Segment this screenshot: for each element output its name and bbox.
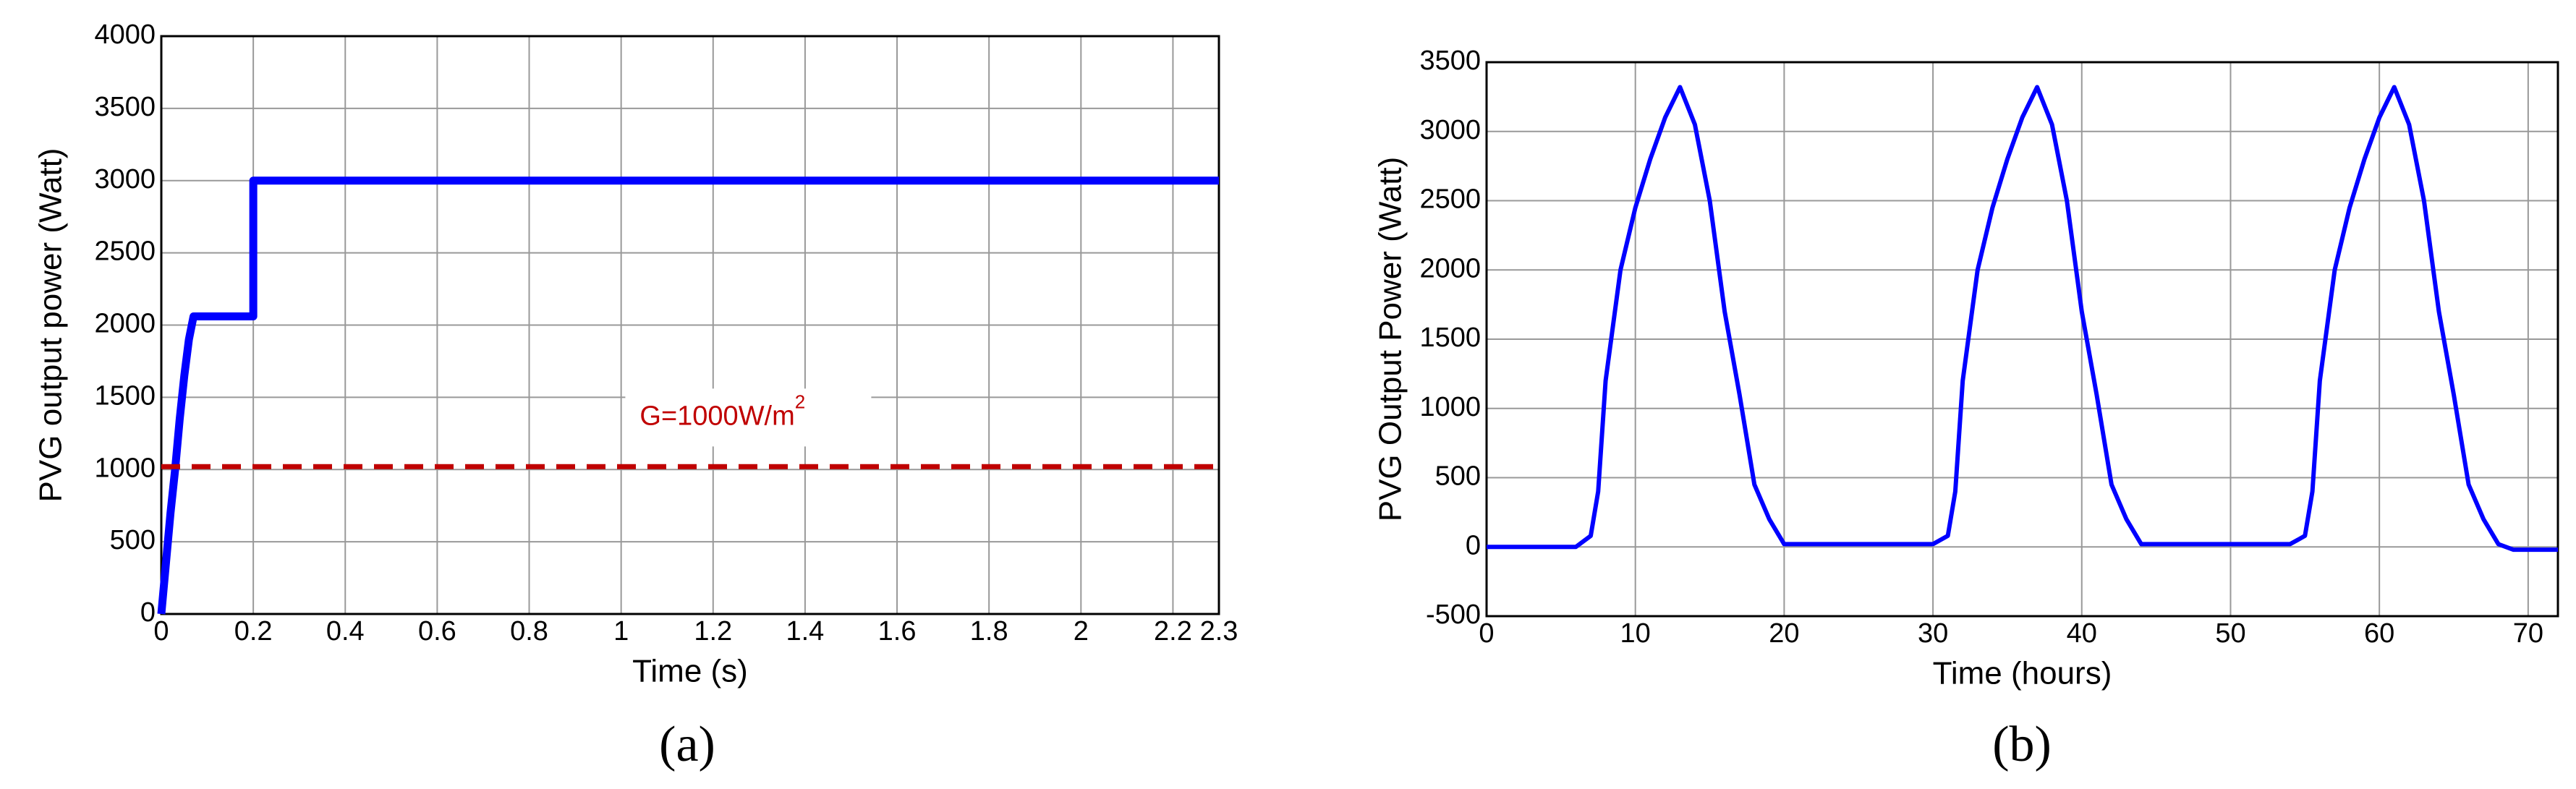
x-tick-label: 0.8	[510, 616, 548, 647]
x-tick-label: 10	[1620, 618, 1651, 649]
y-tick-label: 1000	[94, 453, 156, 483]
x-tick-label: 0	[153, 616, 169, 647]
x-tick-label: 2	[1074, 616, 1089, 647]
y-axis-title: PVG output power (Watt)	[33, 148, 69, 503]
x-tick-label: 40	[2067, 618, 2097, 649]
x-tick-label: 2.2	[1154, 616, 1192, 647]
x-tick-label: 1.8	[970, 616, 1008, 647]
annotation-superscript: 2	[795, 391, 805, 412]
y-tick-label: 1500	[1419, 323, 1481, 353]
annotation-text: G=1000W/m	[639, 401, 794, 431]
y-tick-label: 2000	[1419, 253, 1481, 283]
y-tick-label: 500	[110, 525, 156, 555]
x-tick-label: 30	[1918, 618, 1948, 649]
x-tick-label: 1.6	[878, 616, 917, 647]
y-tick-label: 1500	[94, 380, 156, 411]
line-series	[1487, 85, 2558, 553]
caption: (b)	[1992, 717, 2052, 772]
x-tick-label: 0.4	[326, 616, 365, 647]
x-tick-label: 1	[613, 616, 629, 647]
y-tick-label: 3000	[94, 164, 156, 195]
x-tick-label: 0.2	[234, 616, 273, 647]
x-tick-label: 1.2	[694, 616, 732, 647]
y-tick-label: 0	[1466, 530, 1481, 560]
x-tick-label: 2.3	[1200, 616, 1238, 647]
x-axis-title: Time (hours)	[1933, 656, 2112, 691]
y-tick-label: 2500	[94, 236, 156, 267]
x-tick-label: 0.6	[418, 616, 456, 647]
y-tick-label: 0	[140, 597, 156, 628]
y-tick-label: -500	[1426, 600, 1481, 630]
annotation-bg	[625, 388, 872, 447]
line-series	[157, 176, 1219, 615]
x-tick-label: 70	[2513, 618, 2543, 649]
y-tick-label: 1000	[1419, 392, 1481, 422]
y-tick-label: 500	[1435, 461, 1481, 492]
x-axis-title: Time (s)	[632, 654, 748, 689]
y-tick-label: 3500	[1419, 46, 1481, 76]
x-tick-label: 50	[2215, 618, 2245, 649]
y-tick-label: 2500	[1419, 184, 1481, 215]
y-tick-label: 3000	[1419, 115, 1481, 145]
caption: (a)	[659, 717, 715, 772]
x-tick-label: 1.4	[786, 616, 824, 647]
plot-frame	[1485, 61, 2559, 618]
y-axis-title: PVG Output Power (Watt)	[1373, 157, 1408, 522]
y-tick-label: 4000	[94, 20, 156, 50]
chart: 0 500 1000 1500 2000 2500 3000 3500 4000 0 0.2 0.4 0…	[33, 20, 1238, 772]
y-tick-label: 2000	[94, 309, 156, 339]
x-tick-label: 60	[2364, 618, 2394, 649]
plot-frame	[160, 35, 1220, 615]
x-tick-label: 0	[1479, 618, 1494, 649]
y-tick-label: 3500	[94, 92, 156, 122]
x-tick-label: 20	[1769, 618, 1799, 649]
annotation: G=1000W/m2	[639, 391, 805, 431]
